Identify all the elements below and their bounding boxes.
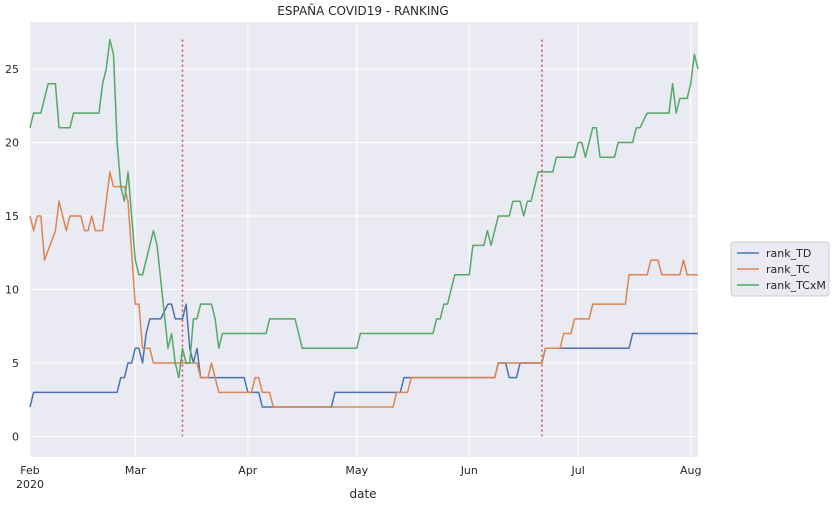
x-tick-label: Feb [20,464,39,477]
legend-label: rank_TCxM [766,279,826,292]
reference-lines [181,39,543,437]
y-tick-label: 10 [5,283,19,296]
y-tick-label: 5 [12,357,19,370]
series [29,38,699,408]
x-tick-label: Apr [238,464,258,477]
series-line-rank_TD [29,303,698,408]
x-tick-label: Jun [460,464,478,477]
x-tick-label: Jul [571,464,585,477]
legend-label: rank_TD [766,247,811,260]
y-tick-label: 20 [5,137,19,150]
legend-label: rank_TC [766,263,810,276]
chart-title: ESPAÑA COVID19 - RANKING [277,3,448,18]
plot-area [30,22,698,457]
series-line-rank_TCxM [29,38,699,379]
legend-box [730,241,830,297]
grid [29,22,698,457]
y-tick-label: 15 [5,210,19,223]
y-axis-ticks: 0 5 10 15 20 25 [5,63,19,443]
series-line-rank_TC [29,171,698,408]
legend: rank_TD rank_TC rank_TCxM [730,241,830,297]
x-tick-sublabel: 2020 [16,478,44,491]
x-tick-label: Aug [680,464,701,477]
x-tick-label: May [345,464,368,477]
y-tick-label: 0 [12,430,19,443]
x-axis-label: date [349,487,376,501]
x-tick-label: Mar [125,464,146,477]
y-tick-label: 25 [5,63,19,76]
